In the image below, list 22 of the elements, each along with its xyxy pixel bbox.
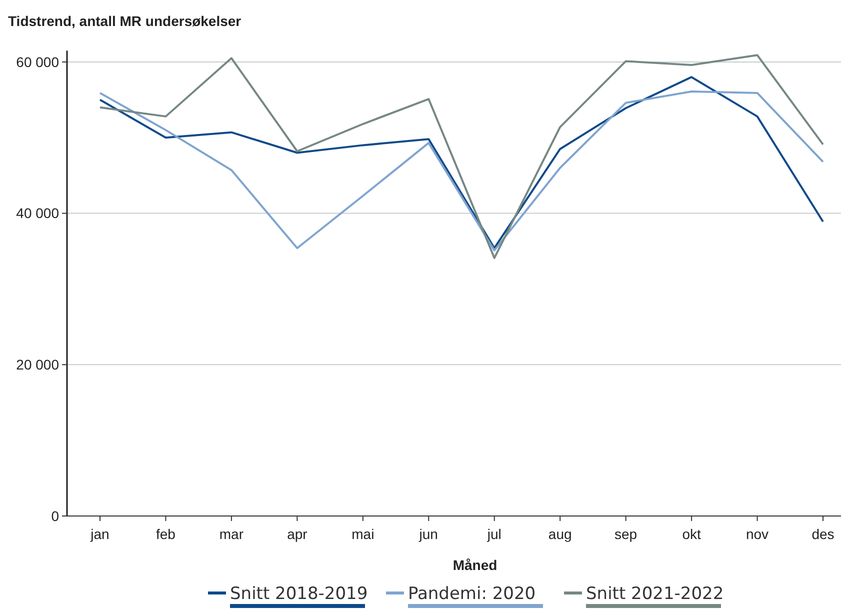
- y-tick-label: 20 000: [16, 356, 60, 373]
- x-tick-label: okt: [682, 526, 701, 542]
- x-tick-label: sep: [614, 526, 638, 542]
- x-tick-label: feb: [156, 526, 176, 542]
- x-axis-title: Måned: [452, 557, 498, 573]
- x-tick-label: nov: [746, 526, 769, 542]
- x-tick-label: jan: [90, 526, 110, 542]
- x-tick-label: jun: [418, 526, 438, 542]
- x-tick-label: mai: [352, 526, 374, 542]
- legend-label: Pandemi: 2020: [408, 584, 536, 604]
- line-series: [99, 54, 824, 259]
- x-tick-label: des: [812, 526, 834, 542]
- y-tick-label: 40 000: [16, 205, 60, 222]
- legend-label: Snitt 2021-2022: [586, 584, 724, 604]
- x-tick-label: apr: [287, 526, 308, 542]
- chart-title: Tidstrend, antall MR undersøkelser: [8, 13, 242, 29]
- legend-label: Snitt 2018-2019: [230, 584, 368, 604]
- x-tick-label: mar: [219, 526, 244, 542]
- x-tick-label: jul: [486, 526, 502, 542]
- y-tick-label: 0: [51, 508, 60, 524]
- y-tick-label: 60 000: [16, 54, 60, 70]
- x-tick-label: aug: [548, 526, 572, 542]
